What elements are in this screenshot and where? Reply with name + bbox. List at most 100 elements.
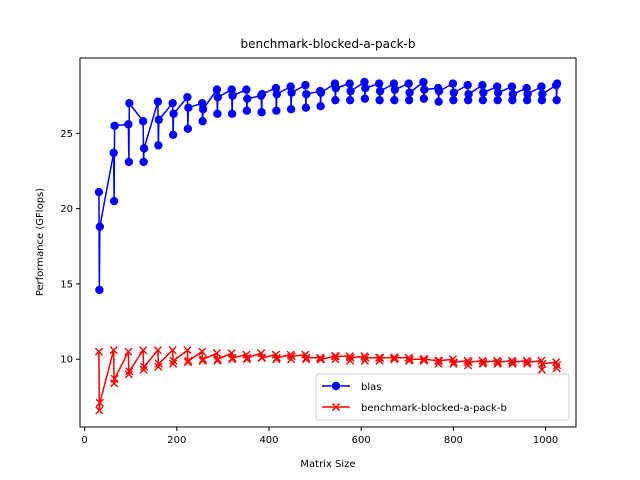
series-1-point xyxy=(508,95,517,105)
series-1-point xyxy=(183,92,192,102)
series-1-point xyxy=(168,98,177,108)
series-2-point xyxy=(523,358,532,367)
series-1-point xyxy=(212,85,222,94)
series-2-point xyxy=(405,355,414,364)
series-1-point xyxy=(375,86,385,96)
axis-layer: 0 200 400 600 800 1000 10 15 20 25 xyxy=(60,57,577,446)
series-1-point xyxy=(94,187,104,197)
series-1-point xyxy=(257,108,266,117)
series-2-point xyxy=(478,359,487,368)
series-2-point xyxy=(169,356,178,365)
series-2-point xyxy=(198,356,207,365)
series-2-point xyxy=(109,346,118,355)
series-2-point xyxy=(184,356,193,365)
x-tick-label: 1000 xyxy=(533,435,558,446)
legend-label: blas xyxy=(361,382,381,393)
series-2-point xyxy=(153,346,162,355)
series-2-point xyxy=(552,364,561,373)
series-1-point xyxy=(124,120,133,129)
series-2-point xyxy=(95,406,104,415)
series-2-point xyxy=(494,358,503,367)
series-2-point xyxy=(95,398,104,407)
series-1-point xyxy=(478,95,488,105)
series-1-point xyxy=(405,88,414,97)
series-1-point xyxy=(139,157,148,167)
series-1-point xyxy=(110,121,119,130)
series-1-point xyxy=(345,79,354,88)
series-1-point xyxy=(109,196,119,206)
series-1-point xyxy=(169,109,178,118)
series-2-point xyxy=(272,355,281,364)
series-2-point xyxy=(508,359,517,368)
series-2-point xyxy=(110,374,119,383)
series-2-point xyxy=(243,353,252,362)
series-1-point xyxy=(522,95,532,105)
series-1-point xyxy=(272,106,281,115)
series-1-point xyxy=(228,91,237,100)
series-1-point xyxy=(390,85,400,94)
series-2-point xyxy=(420,355,429,364)
series-2-point xyxy=(198,347,207,356)
series-1-point xyxy=(301,103,311,112)
series-1-point xyxy=(552,95,561,105)
series-1-point xyxy=(375,95,384,105)
series-2-point xyxy=(375,356,384,365)
series-1-point xyxy=(479,88,488,97)
x-tick-label: 200 xyxy=(167,435,186,446)
series-1-point xyxy=(361,83,370,93)
series-1-point xyxy=(154,115,164,124)
series-2-point xyxy=(479,358,488,367)
series-1-point xyxy=(109,148,118,158)
series-1-point xyxy=(272,89,282,99)
series-1-point xyxy=(345,95,355,105)
series-1-point xyxy=(95,285,104,295)
legend-marker xyxy=(331,402,341,412)
series-1-point xyxy=(552,79,562,88)
series-1-point xyxy=(331,95,340,105)
series-2-point xyxy=(272,353,281,362)
series-1-point xyxy=(331,83,341,93)
y-tick-label: 10 xyxy=(60,355,73,366)
series-1-point xyxy=(242,85,251,94)
series-1-point xyxy=(346,86,355,96)
series-2-point xyxy=(168,346,177,355)
series-2-point xyxy=(94,347,103,356)
series-2-point xyxy=(464,358,473,367)
series-2-point xyxy=(538,359,547,368)
x-tick-label: 0 xyxy=(81,435,87,446)
series-2-point xyxy=(139,365,148,374)
series-2-point xyxy=(434,359,443,368)
x-tick-label: 600 xyxy=(352,435,371,446)
series-1-point xyxy=(374,79,384,88)
series-1-point xyxy=(449,95,458,105)
series-2-point xyxy=(228,355,237,364)
series-2-point xyxy=(419,356,428,365)
series-1-point xyxy=(153,97,163,106)
series-1-point xyxy=(464,89,473,99)
series-1-point xyxy=(124,157,134,167)
series-1-point xyxy=(448,79,458,88)
series-2-point xyxy=(508,358,517,367)
series-2-point xyxy=(360,356,369,365)
y-tick-label: 15 xyxy=(60,279,73,290)
series-1-point xyxy=(227,109,237,118)
series-2-point xyxy=(183,346,192,355)
series-1-point xyxy=(213,92,223,102)
series-1-point xyxy=(493,95,502,105)
series-2-point xyxy=(316,355,326,364)
series-2-point xyxy=(405,356,414,365)
legend-marker xyxy=(331,381,341,391)
series-2-point xyxy=(139,346,148,355)
series-1-point xyxy=(523,89,532,99)
series-1-point xyxy=(508,89,518,99)
series-2-point xyxy=(331,352,340,361)
series-1-point xyxy=(316,101,325,111)
legend: blas benchmark-blocked-a-pack-b xyxy=(315,373,570,421)
series-1-point xyxy=(257,89,267,99)
series-2-point xyxy=(213,355,222,364)
series-1-point xyxy=(404,95,414,105)
series-2-point xyxy=(125,367,134,376)
legend-box xyxy=(315,373,570,421)
series-1-point xyxy=(243,94,252,103)
legend-item-2: benchmark-blocked-a-pack-b xyxy=(322,402,507,414)
